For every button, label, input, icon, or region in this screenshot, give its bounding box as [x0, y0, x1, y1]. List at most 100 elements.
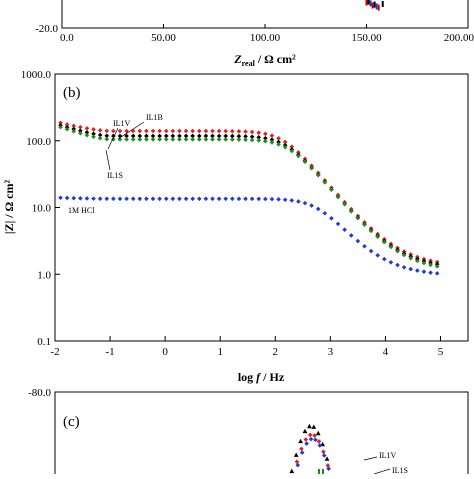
y-tick-label: 1000.0 — [21, 69, 52, 81]
data-point — [117, 196, 123, 202]
data-point — [177, 196, 182, 202]
data-point — [230, 133, 235, 139]
data-point — [117, 133, 123, 139]
data-point — [71, 129, 77, 134]
data-point — [313, 437, 318, 443]
data-point — [322, 180, 328, 185]
data-point — [307, 423, 312, 429]
data-point — [408, 266, 414, 272]
data-point — [243, 134, 248, 139]
data-point — [276, 135, 281, 141]
data-point — [321, 453, 327, 458]
annotation-arrow — [363, 456, 378, 461]
data-point — [299, 450, 305, 455]
data-point — [91, 131, 96, 137]
data-point — [395, 248, 400, 254]
data-point — [216, 133, 222, 139]
data-point — [157, 196, 162, 202]
data-point — [315, 172, 321, 178]
data-point — [263, 135, 268, 141]
data-point — [375, 234, 380, 240]
data-point — [315, 430, 321, 436]
data-point — [64, 122, 70, 127]
data-point — [196, 133, 202, 139]
data-point — [415, 258, 420, 264]
annotation-label: 1M HCl — [68, 206, 95, 215]
data-point — [144, 133, 149, 139]
data-point — [289, 144, 295, 150]
data-point — [335, 194, 341, 200]
data-point — [203, 128, 209, 134]
data-point — [196, 196, 202, 202]
panel-b-frame — [54, 73, 469, 342]
data-point — [104, 128, 110, 134]
annotation-arrow — [373, 468, 391, 475]
data-point — [373, 1, 376, 8]
data-point — [321, 449, 326, 455]
data-point — [428, 270, 433, 275]
data-point — [256, 138, 262, 143]
data-point — [58, 195, 63, 201]
data-point — [163, 137, 169, 142]
y-tick-label: -80.0 — [28, 387, 51, 399]
data-point — [362, 243, 367, 249]
data-point — [236, 196, 242, 202]
data-point — [97, 132, 103, 138]
annotation-label: IL1V — [379, 451, 397, 460]
annotation-arrow — [105, 149, 111, 171]
data-point — [117, 128, 123, 134]
data-point — [289, 148, 295, 154]
data-point — [190, 133, 195, 139]
data-point — [295, 462, 301, 468]
data-point — [276, 197, 281, 202]
data-point — [368, 248, 374, 254]
data-point — [78, 128, 83, 134]
data-point — [124, 137, 129, 142]
data-point — [256, 135, 262, 140]
data-point — [111, 196, 116, 202]
panel-a-points — [365, 0, 384, 11]
data-point — [293, 452, 299, 457]
data-point — [170, 128, 176, 134]
data-point — [375, 253, 380, 258]
data-point — [78, 131, 83, 136]
data-point — [348, 208, 354, 214]
data-point — [282, 144, 288, 150]
data-point — [289, 198, 295, 203]
data-point — [318, 469, 320, 474]
y-tick-label: 1.0 — [37, 269, 51, 281]
data-point — [223, 128, 229, 134]
data-point — [111, 137, 116, 142]
data-point — [335, 221, 341, 227]
data-point — [311, 424, 317, 429]
data-point — [289, 468, 295, 474]
data-point — [322, 210, 328, 216]
data-point — [312, 433, 317, 438]
data-point — [230, 196, 235, 202]
data-point — [223, 196, 229, 202]
data-point — [170, 133, 176, 139]
data-point — [276, 142, 281, 147]
data-point — [170, 137, 176, 142]
data-point — [236, 129, 242, 134]
data-point — [308, 436, 314, 442]
data-point — [428, 262, 433, 268]
y-tick-label: 0.1 — [37, 336, 51, 348]
x-tick-label: 1 — [217, 346, 223, 358]
panel-c-frame — [54, 391, 469, 479]
data-point — [299, 446, 304, 452]
x-tick-label: -2 — [50, 346, 59, 358]
data-point — [434, 271, 440, 276]
data-point — [84, 130, 90, 135]
data-point — [104, 136, 110, 142]
data-point — [210, 133, 215, 139]
data-point — [355, 238, 361, 244]
data-point — [263, 131, 268, 137]
x-tick-label: 50.00 — [151, 32, 176, 44]
data-point — [190, 137, 195, 142]
data-point — [210, 128, 215, 134]
data-point — [381, 239, 387, 245]
data-point — [388, 260, 394, 265]
data-point — [190, 196, 195, 202]
